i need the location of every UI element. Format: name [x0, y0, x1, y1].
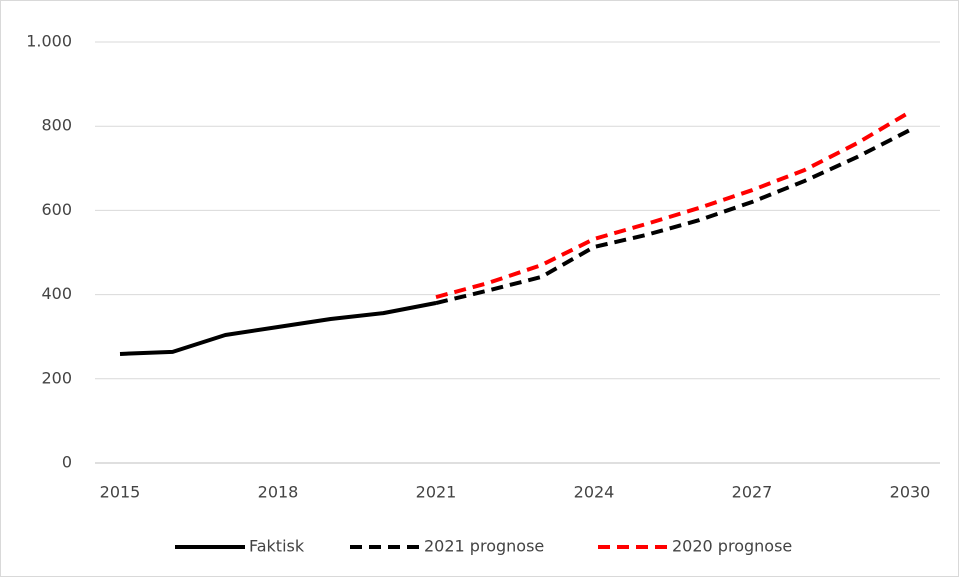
x-tick-label: 2027 — [732, 483, 773, 502]
legend-label: 2021 prognose — [424, 537, 544, 556]
series-line — [435, 128, 911, 305]
y-tick-label: 0 — [62, 453, 72, 472]
y-tick-label: 200 — [41, 368, 72, 387]
x-tick-label: 2021 — [416, 483, 457, 502]
y-tick-label: 800 — [41, 116, 72, 135]
y-tick-label: 600 — [41, 200, 72, 219]
y-tick-label: 400 — [41, 284, 72, 303]
legend-label: Faktisk — [249, 537, 305, 556]
series-line — [119, 301, 437, 356]
series-line — [435, 110, 912, 300]
legend-label: 2020 prognose — [672, 537, 792, 556]
x-tick-label: 2024 — [574, 483, 615, 502]
y-tick-label: 1.000 — [26, 32, 72, 51]
x-tick-label: 2030 — [890, 483, 931, 502]
x-tick-label: 2018 — [258, 483, 299, 502]
x-tick-label: 2015 — [100, 483, 141, 502]
